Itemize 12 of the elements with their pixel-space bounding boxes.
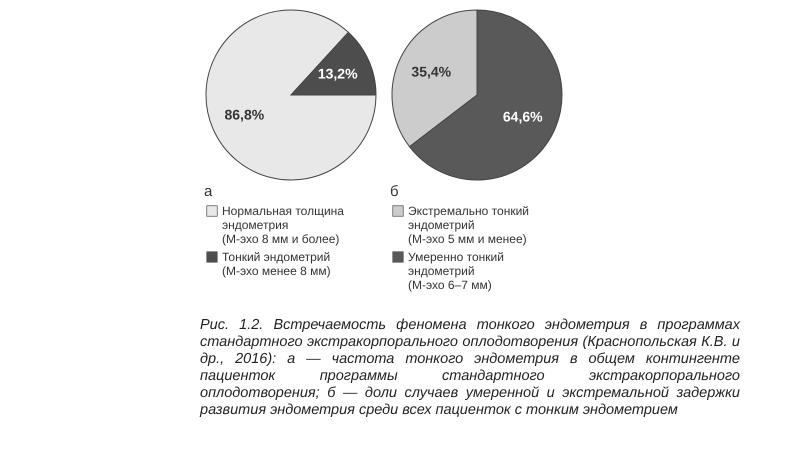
data-label: 86,8% bbox=[224, 106, 265, 123]
text: б bbox=[390, 183, 399, 200]
legend-label: Нормальная толщина эндометрия (М-эхо 8 мм и более) bbox=[222, 204, 344, 246]
legend-label: Экстремально тонкий эндометрий (М-эхо 5 мм и менее) bbox=[408, 204, 529, 246]
legend-label: Тонкий эндометрий (М-эхо менее 8 мм) bbox=[222, 250, 331, 278]
text: а bbox=[204, 183, 213, 200]
data-label: 13,2% bbox=[318, 65, 358, 82]
pie-slice bbox=[206, 10, 376, 180]
data-label: 35,4% bbox=[411, 63, 452, 80]
text: Рис. 1.2. Встречаемость феномена тонкого эндометрия в программах стандартного экстракорпорального оплодотворения (Краснопольская К.В. и др., 2016): а — частота тонкого эндометрия в общем контингенте пациенток программы стандартного экстракорпорального оплодотворения; б — доли случаев умеренной и экстремальной задержки развития эндометрия среди всех пациенток с тонким эндометрием bbox=[200, 317, 740, 419]
data-label: 64,6% bbox=[502, 108, 544, 125]
legend-label: Умеренно тонкий эндометрий (М-эхо 6–7 мм) bbox=[408, 250, 504, 292]
